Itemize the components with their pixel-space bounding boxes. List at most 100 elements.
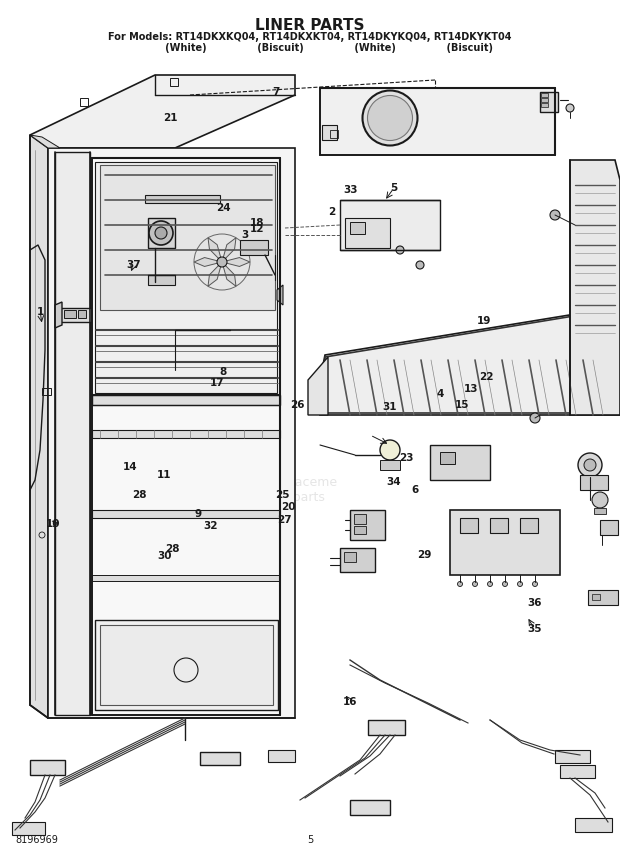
Polygon shape	[350, 510, 385, 540]
Polygon shape	[450, 510, 560, 575]
Polygon shape	[540, 92, 558, 112]
Polygon shape	[340, 548, 375, 572]
Polygon shape	[30, 135, 48, 718]
Bar	[170, 78, 178, 86]
Text: 19: 19	[476, 316, 491, 326]
Polygon shape	[208, 262, 222, 286]
Polygon shape	[368, 720, 405, 735]
Text: 28: 28	[165, 544, 180, 554]
Text: For Models: RT14DKXKQ04, RT14DKXKT04, RT14DKYKQ04, RT14DKYKT04: For Models: RT14DKXKQ04, RT14DKXKT04, RT…	[108, 32, 511, 42]
Ellipse shape	[578, 453, 602, 477]
Ellipse shape	[458, 581, 463, 586]
Bar	[594, 508, 606, 514]
Text: ereplaceme
nt parts: ereplaceme nt parts	[263, 476, 337, 504]
Polygon shape	[92, 395, 280, 405]
Ellipse shape	[566, 104, 574, 112]
Polygon shape	[340, 200, 440, 250]
Text: 25: 25	[275, 490, 290, 500]
Polygon shape	[30, 75, 295, 148]
Bar	[354, 526, 366, 534]
Bar	[520, 518, 538, 533]
Polygon shape	[30, 760, 65, 775]
Text: 35: 35	[527, 624, 542, 634]
Bar	[64, 310, 76, 318]
Text: 3: 3	[241, 230, 249, 241]
Bar	[541, 103, 548, 107]
Text: 17: 17	[210, 378, 224, 389]
Text: 26: 26	[290, 400, 305, 410]
Polygon shape	[12, 822, 45, 835]
Text: 15: 15	[454, 400, 469, 410]
Polygon shape	[570, 160, 620, 415]
Polygon shape	[95, 620, 278, 710]
Text: 31: 31	[382, 401, 397, 412]
Bar	[440, 452, 455, 464]
Ellipse shape	[518, 581, 523, 586]
Ellipse shape	[530, 413, 540, 423]
Bar	[344, 552, 356, 562]
Ellipse shape	[472, 581, 477, 586]
Text: 9: 9	[195, 508, 202, 519]
Bar	[78, 310, 86, 318]
Bar	[490, 518, 508, 533]
Text: 1: 1	[37, 307, 44, 318]
Text: 20: 20	[281, 502, 296, 512]
Bar	[541, 98, 548, 102]
Text: 27: 27	[277, 515, 291, 526]
Text: 32: 32	[203, 520, 218, 531]
Polygon shape	[55, 302, 62, 328]
Text: 28: 28	[132, 490, 147, 500]
Polygon shape	[145, 195, 220, 203]
Polygon shape	[194, 258, 222, 266]
Text: (White)               (Biscuit)               (White)               (Biscuit): (White) (Biscuit) (White) (Biscuit)	[128, 43, 492, 53]
Text: 37: 37	[126, 260, 141, 270]
Polygon shape	[350, 800, 390, 815]
Polygon shape	[320, 88, 555, 155]
Polygon shape	[60, 308, 92, 322]
Bar	[330, 130, 338, 138]
Polygon shape	[92, 510, 280, 518]
Text: LINER PARTS: LINER PARTS	[255, 18, 365, 33]
Text: 33: 33	[343, 185, 358, 195]
Polygon shape	[92, 575, 280, 581]
Polygon shape	[555, 750, 590, 763]
Text: 6: 6	[412, 484, 419, 495]
Ellipse shape	[380, 440, 400, 460]
Text: 8196969: 8196969	[15, 835, 58, 845]
Bar	[322, 125, 337, 140]
Text: 10: 10	[45, 519, 60, 529]
Bar	[541, 93, 548, 97]
Text: 21: 21	[163, 113, 178, 123]
Ellipse shape	[155, 227, 167, 239]
Polygon shape	[277, 285, 283, 305]
Polygon shape	[48, 148, 295, 718]
Bar	[460, 518, 478, 533]
Ellipse shape	[149, 221, 173, 245]
Polygon shape	[308, 357, 328, 415]
Polygon shape	[100, 625, 273, 705]
Ellipse shape	[217, 257, 227, 267]
Text: 11: 11	[157, 470, 172, 480]
Ellipse shape	[584, 459, 596, 471]
Bar	[380, 460, 400, 470]
Ellipse shape	[368, 96, 412, 140]
Text: 14: 14	[123, 461, 138, 472]
Polygon shape	[30, 135, 60, 148]
Polygon shape	[575, 818, 612, 832]
Bar	[350, 222, 365, 234]
Ellipse shape	[396, 246, 404, 254]
Polygon shape	[580, 475, 608, 490]
Bar	[80, 98, 88, 106]
Polygon shape	[148, 218, 175, 248]
Polygon shape	[55, 152, 90, 715]
Polygon shape	[222, 258, 250, 266]
Polygon shape	[268, 750, 295, 762]
Polygon shape	[92, 158, 280, 715]
Text: 8: 8	[219, 367, 227, 377]
Ellipse shape	[592, 492, 608, 508]
Text: 34: 34	[386, 477, 401, 487]
Polygon shape	[430, 445, 490, 480]
Ellipse shape	[533, 581, 538, 586]
Ellipse shape	[487, 581, 492, 586]
Text: 12: 12	[250, 224, 265, 235]
